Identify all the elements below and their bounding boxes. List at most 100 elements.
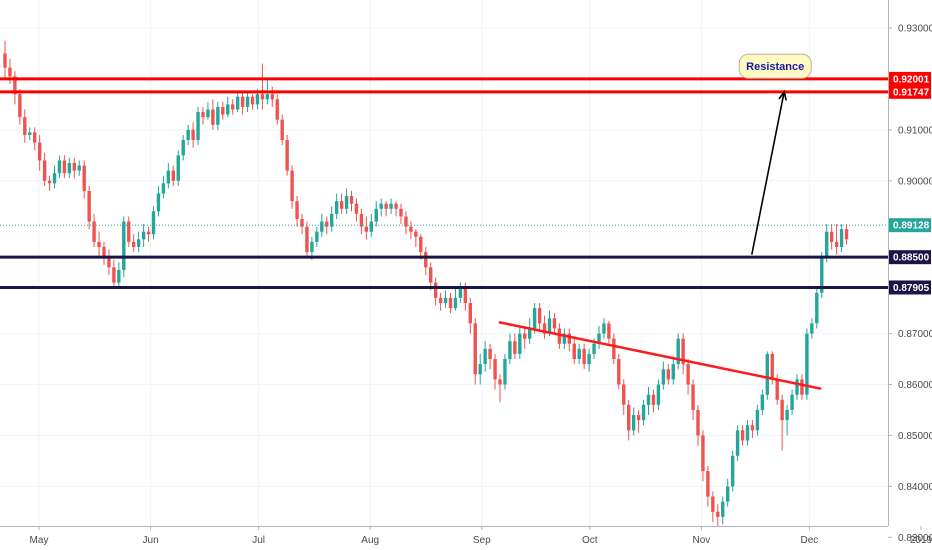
candle-body xyxy=(414,231,418,237)
candle xyxy=(156,185,161,217)
candle-body xyxy=(800,379,804,395)
candle xyxy=(730,450,735,492)
candle xyxy=(750,420,755,438)
candle xyxy=(602,318,606,339)
candle-body xyxy=(255,94,260,105)
candle xyxy=(216,101,220,130)
candle-body xyxy=(681,338,685,365)
candle xyxy=(409,221,413,240)
candle xyxy=(389,198,393,214)
candle xyxy=(696,404,700,446)
candle-body xyxy=(28,132,32,135)
candle xyxy=(186,124,190,146)
candle xyxy=(429,262,433,291)
candle xyxy=(448,292,453,314)
candle-body xyxy=(364,226,369,232)
candle xyxy=(438,292,443,311)
candle-body xyxy=(701,435,705,472)
candle xyxy=(765,351,769,400)
candle-body xyxy=(201,112,205,118)
candle-body xyxy=(686,364,690,385)
candle xyxy=(250,94,255,110)
candle-body xyxy=(146,231,151,235)
candle xyxy=(295,196,299,227)
candle-body xyxy=(537,308,542,324)
candle xyxy=(656,379,661,410)
candle-body xyxy=(330,213,334,227)
candle-body xyxy=(181,140,185,156)
candle xyxy=(359,208,364,235)
candle-body xyxy=(389,203,393,209)
price-tick-label: 0.86000 xyxy=(898,380,932,391)
candle-body xyxy=(770,353,774,380)
candle xyxy=(829,224,834,250)
candle-body xyxy=(735,430,740,456)
candle-body xyxy=(117,269,121,283)
candle-body xyxy=(834,241,839,247)
candle-body xyxy=(72,162,76,171)
candle xyxy=(745,420,750,446)
candle xyxy=(399,203,403,225)
candle-body xyxy=(112,267,116,283)
candle xyxy=(117,262,121,288)
candle xyxy=(176,150,180,186)
candle-body xyxy=(513,341,517,354)
candle xyxy=(354,198,359,222)
candle-body xyxy=(3,53,7,68)
candle-body xyxy=(844,229,849,240)
candle-body xyxy=(721,501,725,517)
candle-body xyxy=(166,170,171,184)
candle-body xyxy=(97,241,101,247)
candle xyxy=(820,252,824,298)
candle xyxy=(686,359,690,395)
price-tag-label: 0.89128 xyxy=(893,221,930,232)
candle-body xyxy=(631,415,636,431)
candle xyxy=(557,323,562,349)
time-axis[interactable]: May Jun Jul Aug Sep Oct Nov Dec 2019 xyxy=(0,526,932,550)
candle-body xyxy=(42,160,47,181)
candle xyxy=(196,106,200,146)
candle xyxy=(542,315,547,339)
candle xyxy=(453,287,458,311)
time-tick-label: Dec xyxy=(801,535,819,546)
price-tick-label: 0.90000 xyxy=(898,176,932,187)
candle-body xyxy=(206,109,210,118)
candle-body xyxy=(785,409,789,421)
price-tick-label: 0.87000 xyxy=(898,329,932,340)
candle-body xyxy=(18,94,22,118)
price-tags: 0.92001 0.91747 0.88500 0.87905 0.89128 xyxy=(889,71,931,295)
time-tick-label: Jul xyxy=(252,535,265,546)
candle-body xyxy=(409,226,413,232)
candle-body xyxy=(602,323,606,334)
candle-body xyxy=(8,67,12,77)
candle xyxy=(627,399,631,441)
candle-body xyxy=(295,201,299,219)
candle xyxy=(245,91,250,113)
candle xyxy=(132,234,136,253)
candle xyxy=(493,353,497,390)
candle xyxy=(468,297,472,334)
candle-body xyxy=(839,229,844,247)
candle-body xyxy=(196,112,200,141)
candle-body xyxy=(498,379,502,385)
price-tag-label: 0.87905 xyxy=(893,283,930,294)
candle-body xyxy=(156,193,161,212)
candle xyxy=(275,94,279,125)
time-tick-label: Aug xyxy=(361,535,379,546)
candle-body xyxy=(661,369,666,385)
candle-body xyxy=(151,211,156,235)
candle-body xyxy=(102,246,106,258)
resistance-lower-tag: 0.91747 xyxy=(889,84,931,99)
candle xyxy=(676,333,680,370)
candle-body xyxy=(424,252,428,268)
candle-body xyxy=(127,221,131,242)
candle-body xyxy=(374,208,378,222)
candle xyxy=(364,216,369,240)
price-tick-label: 0.93000 xyxy=(898,24,932,35)
candle-body xyxy=(280,119,284,141)
candle xyxy=(300,213,304,235)
candle xyxy=(211,99,215,130)
candle-body xyxy=(458,287,463,298)
candle xyxy=(622,379,626,416)
